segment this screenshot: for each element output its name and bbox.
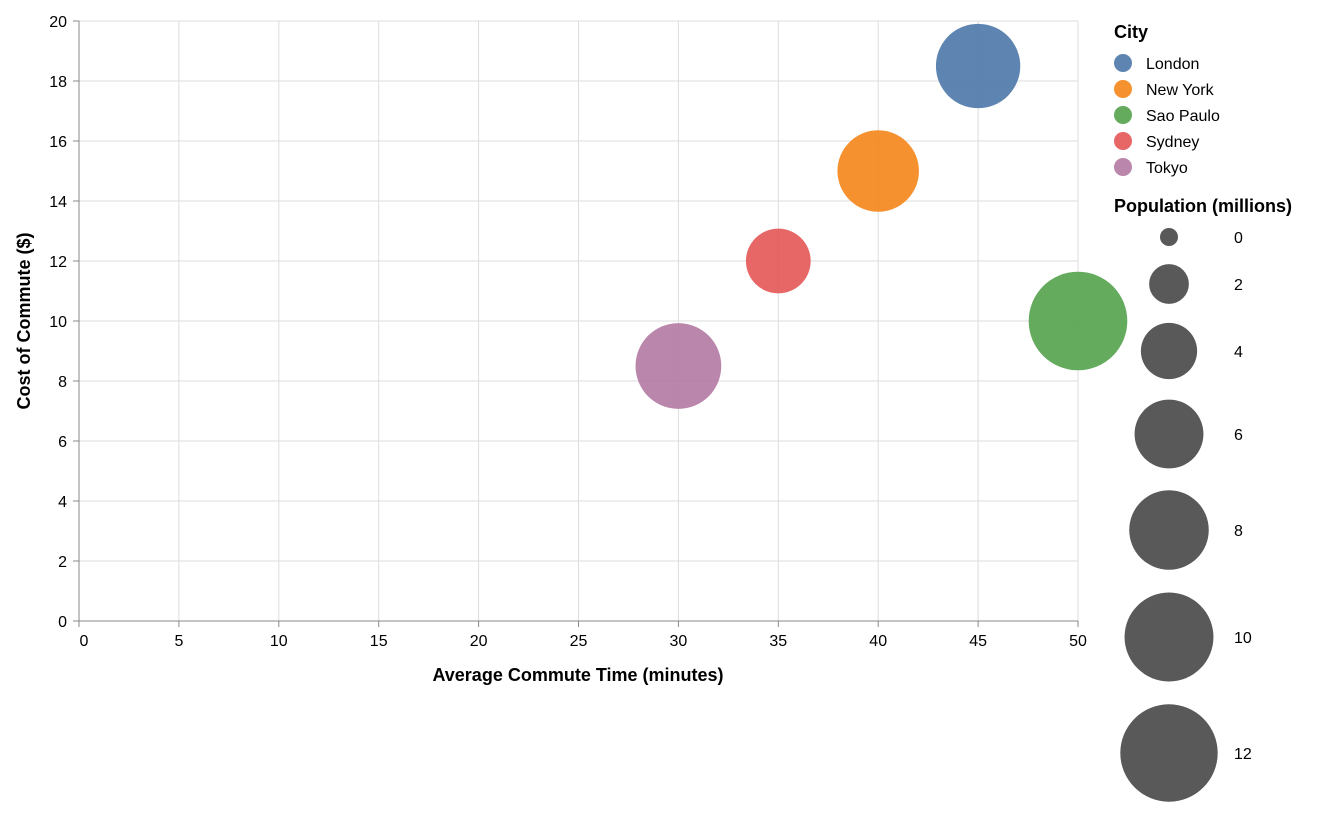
city-legend-title: City [1114, 22, 1148, 42]
size-legend-circle [1149, 264, 1189, 304]
legend-label: New York [1146, 82, 1215, 99]
size-legend-label: 10 [1234, 630, 1252, 647]
size-legend-circle [1124, 592, 1214, 682]
legend-label: Tokyo [1146, 160, 1188, 177]
y-tick-label: 14 [49, 194, 67, 211]
size-legend-label: 12 [1234, 746, 1252, 763]
bubble-sydney [745, 228, 811, 294]
size-legend-circle [1120, 704, 1218, 802]
y-tick-label: 10 [49, 314, 67, 331]
x-tick-label: 5 [174, 633, 183, 650]
legend-label: London [1146, 56, 1199, 73]
x-tick-label: 50 [1069, 633, 1087, 650]
legend-swatch-sydney [1114, 132, 1132, 150]
size-legend-circle [1140, 322, 1198, 380]
size-legend-circle [1129, 490, 1209, 570]
y-tick-label: 4 [58, 494, 67, 511]
bubble-tokyo [635, 323, 722, 409]
x-tick-label: 40 [869, 633, 887, 650]
bubble-london [935, 23, 1021, 109]
legend-swatch-london [1114, 54, 1132, 72]
size-legend-label: 4 [1234, 344, 1243, 361]
x-tick-label: 20 [470, 633, 488, 650]
x-tick-label: 45 [969, 633, 987, 650]
size-legend-label: 2 [1234, 277, 1243, 294]
size-legend-label: 8 [1234, 523, 1243, 540]
y-axis-ticks: 0 2 4 6 8 10 12 14 16 18 20 [49, 14, 79, 631]
legend-swatch-sao-paulo [1114, 106, 1132, 124]
y-tick-label: 6 [58, 434, 67, 451]
x-tick-label: 10 [270, 633, 288, 650]
data-points [635, 23, 1128, 409]
x-axis-ticks: 0 5 10 15 20 25 30 35 40 45 50 [78, 621, 1087, 650]
grid [78, 20, 1079, 622]
y-tick-label: 2 [58, 554, 67, 571]
y-tick-label: 0 [58, 614, 67, 631]
bubble-sao-paulo [1028, 271, 1128, 371]
x-axis-title: Average Commute Time (minutes) [432, 665, 723, 685]
x-tick-label: 15 [370, 633, 388, 650]
legend-swatch-new-york [1114, 80, 1132, 98]
x-tick-label: 25 [570, 633, 588, 650]
x-tick-label: 30 [670, 633, 688, 650]
x-tick-label: 35 [769, 633, 787, 650]
y-tick-label: 8 [58, 374, 67, 391]
legend-swatch-tokyo [1114, 158, 1132, 176]
population-legend-title: Population (millions) [1114, 196, 1292, 216]
y-tick-label: 16 [49, 134, 67, 151]
x-tick-label: 0 [80, 633, 89, 650]
legend-label: Sydney [1146, 134, 1199, 151]
y-axis-title: Cost of Commute ($) [14, 233, 34, 410]
population-legend: Population (millions) 0 2 4 6 8 10 12 [1114, 196, 1292, 802]
legend-label: Sao Paulo [1146, 108, 1220, 125]
bubble-new-york [837, 130, 919, 212]
y-tick-label: 20 [49, 14, 67, 31]
y-tick-label: 12 [49, 254, 67, 271]
size-legend-label: 0 [1234, 230, 1243, 247]
y-tick-label: 18 [49, 74, 67, 91]
city-legend: City London New York Sao Paulo Sydney Tokyo [1114, 22, 1220, 177]
size-legend-circle [1134, 399, 1204, 469]
size-legend-label: 6 [1234, 427, 1243, 444]
size-legend-circle [1160, 228, 1178, 246]
